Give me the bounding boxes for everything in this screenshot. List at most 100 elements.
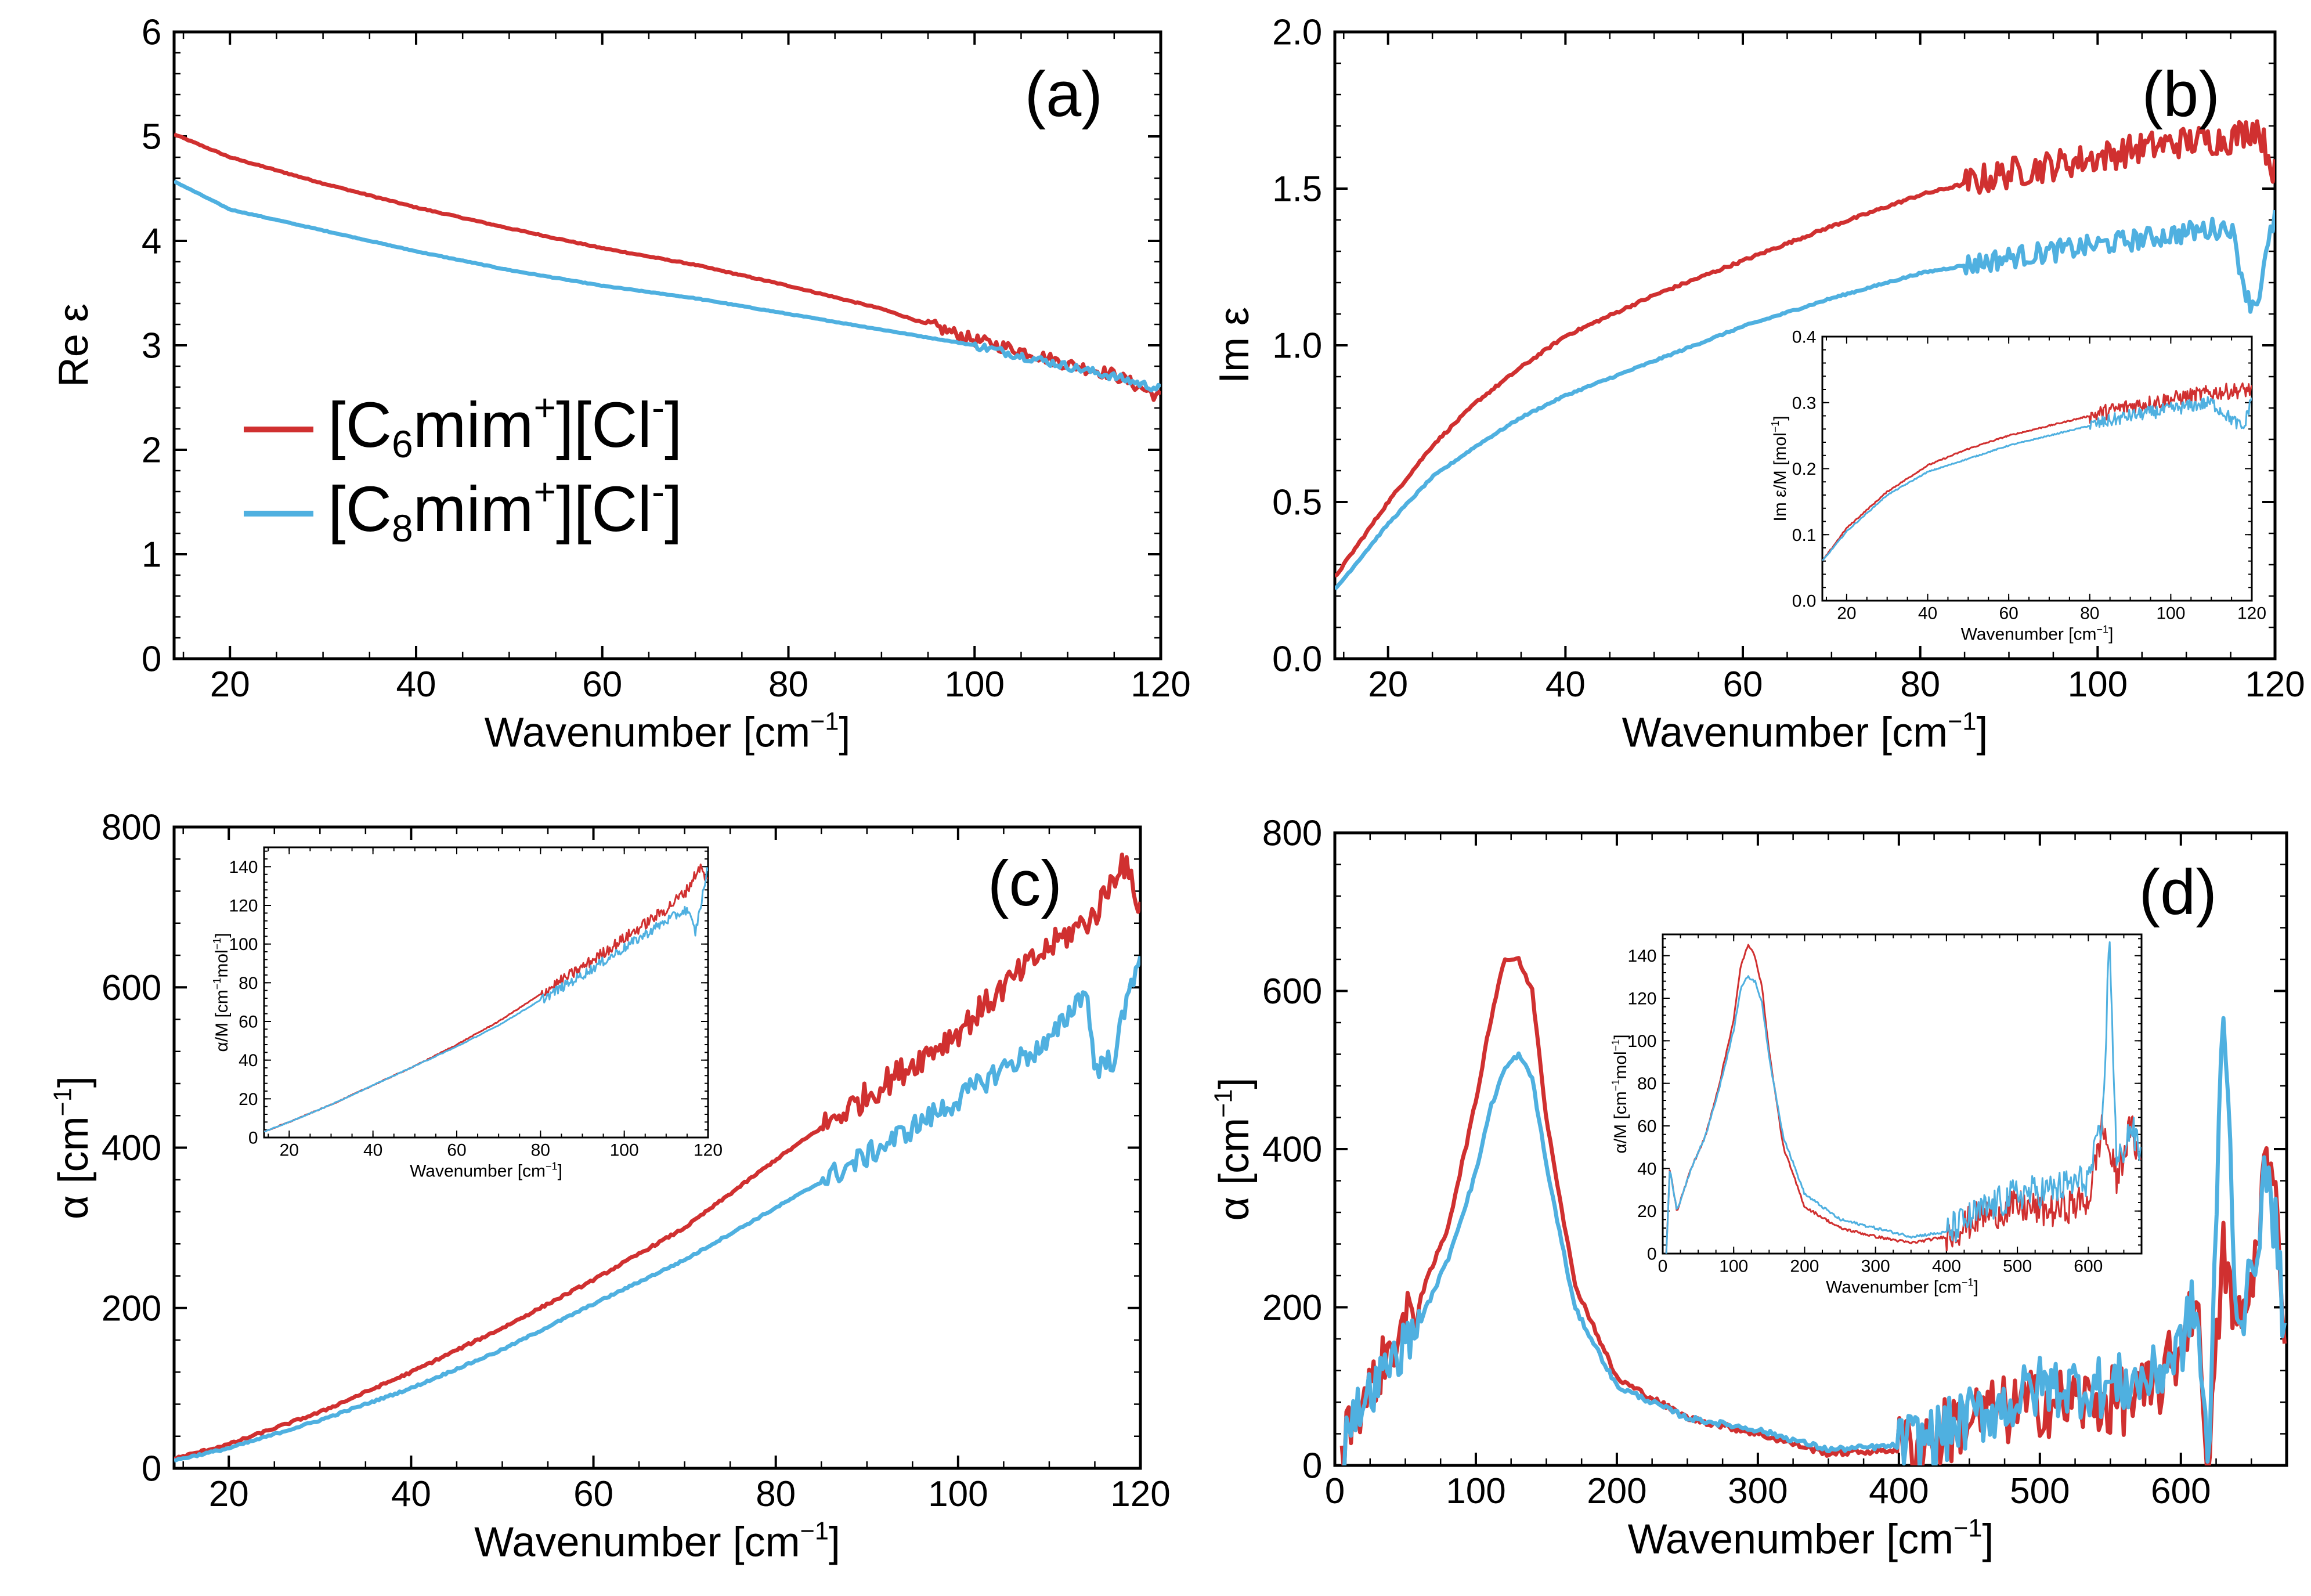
panel-b-ytick-label: 0.5: [1272, 483, 1322, 523]
panel-d-xtick-label: 400: [1869, 1471, 1929, 1511]
panel-b: 20 40 60 80 100 1200.00.51.01.52.0Wavenumber …: [1211, 13, 2305, 756]
panel-c-inset-xtick-label: 80: [531, 1141, 550, 1160]
panel-a-ytick-label: 2: [142, 431, 161, 471]
panel-d-inset-xtick-label: 600: [2074, 1257, 2103, 1276]
panel-d-inset-ytick-label: 80: [1637, 1074, 1656, 1093]
panel-d-inset-ytick-label: 140: [1627, 947, 1656, 966]
panel-a-xtick-label: 20: [210, 665, 250, 705]
panel-c-inset-ytick-label: 60: [239, 1013, 258, 1032]
panel-a-ylabel: Re ε: [50, 304, 97, 387]
panel-c-ytick-label: 400: [102, 1128, 161, 1168]
panel-d-xtick-label: 100: [1446, 1471, 1505, 1511]
panel-b-ytick-label: 1.0: [1272, 326, 1322, 366]
panel-d-xtick-label: 200: [1587, 1471, 1646, 1511]
panel-d-xlabel: Wavenumber [cm−1]: [1628, 1515, 1994, 1563]
panel-b-xtick-label: 20: [1368, 665, 1408, 705]
panel-d-inset-xtick-label: 300: [1861, 1257, 1890, 1276]
panel-c-ytick-label: 600: [102, 968, 161, 1008]
panel-d: 0 100 200 300 400 500 6000200400600800Wavenumb…: [1209, 814, 2287, 1563]
panel-a-series-c8: [174, 181, 1161, 391]
panel-a-series-c6: [174, 134, 1161, 400]
panel-c-inset-plot-frame: [264, 847, 708, 1138]
panel-b-inset-xtick-label: 120: [2237, 604, 2266, 623]
panel-b-xtick-label: 80: [1900, 665, 1940, 705]
panel-b-inset-plot-frame: [1822, 337, 2252, 601]
panel-d-inset-ytick-label: 0: [1647, 1245, 1657, 1264]
panel-d-inset-xtick-label: 100: [1719, 1257, 1748, 1276]
panel-a: 20 40 60 80 100 120 0 1 2 3 4 5 6 Wavenumber [cm−1] Re…: [50, 13, 1191, 756]
panel-d-ytick-label: 0: [1302, 1446, 1322, 1486]
panel-b-inset-xtick-label: 60: [1999, 604, 2018, 623]
panel-d-xtick-label: 500: [2010, 1471, 2070, 1511]
panel-a-letter: (a): [1025, 59, 1103, 130]
panel-a-ytick-label: 6: [142, 13, 161, 53]
panel-d-inset-ytick-label: 100: [1627, 1032, 1656, 1051]
panel-d-letter: (d): [2139, 857, 2217, 928]
panel-d-ytick-label: 400: [1262, 1130, 1322, 1170]
panel-b-ylabel: Im ε: [1211, 307, 1258, 384]
panel-d-inset-ytick-label: 20: [1637, 1202, 1656, 1221]
panel-a-ytick-label: 5: [142, 117, 161, 157]
panel-c-inset-ytick-label: 80: [239, 974, 258, 993]
panel-c-ytick-label: 0: [142, 1449, 161, 1489]
panel-b-xlabel: Wavenumber [cm−1]: [1622, 708, 1988, 756]
panel-c-inset-xtick-label: 100: [610, 1141, 639, 1160]
panel-b-inset-xlabel: Wavenumber [cm−1]: [1961, 624, 2114, 644]
panel-b-inset-xtick-label: 20: [1837, 604, 1856, 623]
panel-d-inset-xtick-label: 500: [2003, 1257, 2032, 1276]
panel-b-inset-xtick-label: 80: [2080, 604, 2099, 623]
panel-d-inset-ylabel: α/M [cm−1mol−1]: [1610, 1034, 1630, 1153]
panel-b-inset-xtick-label: 40: [1918, 604, 1937, 623]
panel-d-inset-xtick-label: 400: [1932, 1257, 1961, 1276]
panel-d-inset-ytick-label: 40: [1637, 1160, 1656, 1179]
panel-c-inset-xtick-label: 60: [447, 1141, 466, 1160]
panel-b-xtick-label: 120: [2245, 665, 2305, 705]
panel-b-inset-ylabel: Im ε/M [mol−1]: [1770, 416, 1790, 521]
panel-d-inset-xlabel: Wavenumber [cm−1]: [1826, 1277, 1978, 1297]
panel-c-xtick-label: 20: [209, 1474, 249, 1514]
panel-c-xtick-label: 120: [1110, 1474, 1170, 1514]
panel-b-inset-xtick-label: 100: [2156, 604, 2185, 623]
panel-c-inset-xtick-label: 40: [363, 1141, 382, 1160]
panel-d-ytick-label: 800: [1262, 814, 1322, 854]
panel-c-xtick-label: 80: [756, 1474, 796, 1514]
panel-b-ytick-label: 0.0: [1272, 640, 1322, 680]
panel-b-inset-ytick-label: 0.0: [1792, 592, 1817, 611]
panel-c-inset-ytick-label: 120: [229, 897, 258, 916]
panel-a-xtick-label: 40: [396, 665, 436, 705]
panel-b-inset: 20 40 60 80 100 120 0.0 0.1 0.2 0.3 0.4 Wavenumber …: [1770, 328, 2266, 644]
panel-c-inset-xlabel: Wavenumber [cm−1]: [410, 1161, 562, 1181]
panel-b-inset-ytick-label: 0.3: [1792, 393, 1817, 413]
panel-c-inset-ytick-label: 20: [239, 1090, 258, 1109]
panel-a-ytick-label: 0: [142, 640, 161, 680]
panel-d-xtick-label: 300: [1728, 1471, 1788, 1511]
panel-c-ytick-label: 800: [102, 808, 161, 848]
panel-c-inset-xtick-label: 120: [694, 1141, 723, 1160]
panel-b-xtick-label: 100: [2068, 665, 2128, 705]
panel-a-xtick-label: 120: [1131, 665, 1190, 705]
panel-b-letter: (b): [2142, 59, 2220, 130]
panel-d-xtick-label: 600: [2151, 1471, 2211, 1511]
panel-c-inset: 20 40 60 80 100 120020406080100120140Wavenumb…: [211, 847, 723, 1181]
legend: [C6mim+][Cl-][C8mim+][Cl-]: [244, 386, 683, 550]
panel-c-xtick-label: 100: [928, 1474, 988, 1514]
panel-a-ytick-label: 3: [142, 326, 161, 366]
panel-a-xtick-label: 80: [768, 665, 808, 705]
panel-c-ylabel: α [cm−1]: [49, 1076, 97, 1219]
panel-c-xtick-label: 40: [391, 1474, 431, 1514]
panel-c-inset-ylabel: α/M [cm−1mol−1]: [211, 933, 232, 1052]
panel-d-inset-ytick-label: 120: [1627, 990, 1656, 1009]
panel-c-xlabel: Wavenumber [cm−1]: [474, 1518, 840, 1566]
panel-d-ylabel: α [cm−1]: [1209, 1078, 1258, 1221]
panel-c-letter: (c): [988, 848, 1062, 919]
panels: 20 40 60 80 100 120 0 1 2 3 4 5 6 Wavenumber [cm−1] Re…: [49, 13, 2305, 1566]
panel-c-inset-ytick-label: 100: [229, 935, 258, 954]
panel-b-inset-ytick-label: 0.4: [1792, 328, 1817, 347]
panel-a-ytick-label: 1: [142, 535, 161, 575]
panel-c-xtick-label: 60: [573, 1474, 613, 1514]
panel-a-xlabel: Wavenumber [cm−1]: [485, 708, 851, 756]
panel-c-inset-ytick-label: 0: [248, 1129, 258, 1148]
panel-b-ytick-label: 1.5: [1272, 169, 1322, 210]
panel-b-xtick-label: 40: [1546, 665, 1586, 705]
